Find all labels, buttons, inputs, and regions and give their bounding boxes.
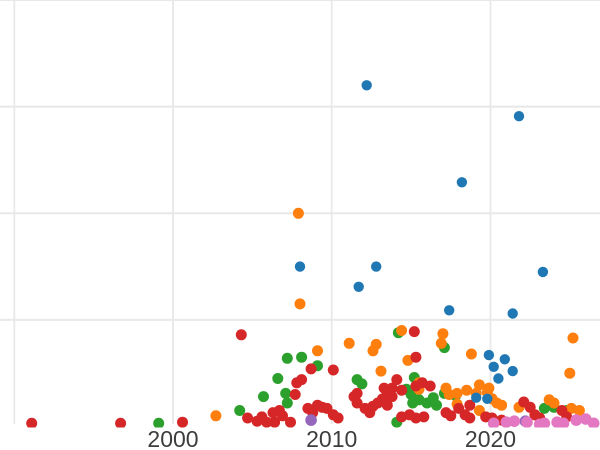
data-point bbox=[305, 363, 317, 375]
data-point bbox=[242, 412, 254, 424]
series-blue bbox=[294, 80, 549, 404]
data-point bbox=[431, 399, 442, 411]
data-point bbox=[437, 328, 449, 340]
data-point bbox=[391, 374, 403, 386]
data-point bbox=[234, 405, 246, 416]
data-point bbox=[371, 261, 382, 272]
data-point bbox=[396, 384, 408, 396]
data-point bbox=[513, 111, 525, 122]
data-point bbox=[367, 345, 379, 357]
data-point bbox=[210, 410, 222, 422]
data-point bbox=[444, 305, 455, 316]
data-point bbox=[280, 387, 292, 399]
data-point bbox=[258, 391, 269, 403]
data-point bbox=[557, 417, 570, 428]
data-point bbox=[289, 389, 301, 400]
data-point bbox=[587, 417, 600, 428]
points-layer bbox=[26, 80, 600, 428]
data-point bbox=[351, 397, 363, 409]
data-point bbox=[465, 348, 477, 360]
data-point bbox=[408, 326, 420, 338]
data-point bbox=[327, 364, 339, 376]
data-point bbox=[261, 416, 273, 428]
data-point bbox=[507, 365, 518, 377]
data-point bbox=[564, 367, 576, 379]
data-point bbox=[537, 266, 549, 278]
data-point bbox=[507, 308, 518, 319]
data-point bbox=[473, 379, 485, 391]
data-point bbox=[471, 392, 482, 403]
x-tick-label-2020: 2020 bbox=[465, 426, 516, 450]
data-point bbox=[343, 337, 355, 349]
data-point bbox=[493, 373, 504, 384]
data-point bbox=[296, 351, 308, 363]
data-point bbox=[410, 351, 422, 363]
data-point bbox=[483, 382, 495, 394]
data-point bbox=[292, 207, 304, 219]
data-point bbox=[356, 378, 368, 390]
data-point bbox=[386, 382, 398, 394]
data-point bbox=[573, 405, 585, 416]
data-point bbox=[26, 417, 38, 428]
data-point bbox=[435, 337, 447, 349]
data-point bbox=[482, 393, 493, 404]
data-point bbox=[305, 414, 317, 426]
data-point bbox=[332, 412, 344, 424]
data-point bbox=[508, 415, 521, 428]
data-point bbox=[375, 365, 387, 377]
data-point bbox=[464, 412, 476, 424]
data-point bbox=[538, 402, 550, 414]
data-point bbox=[235, 329, 247, 341]
x-tick-label-2000: 2000 bbox=[147, 426, 198, 450]
data-point bbox=[499, 354, 510, 365]
data-point bbox=[445, 410, 457, 422]
data-point bbox=[269, 416, 281, 428]
data-point bbox=[294, 261, 306, 272]
data-point bbox=[418, 411, 430, 423]
data-point bbox=[487, 417, 500, 428]
data-point bbox=[483, 349, 495, 361]
data-point bbox=[464, 399, 476, 411]
data-point bbox=[296, 374, 308, 386]
data-point bbox=[451, 387, 463, 399]
series-pink bbox=[487, 413, 600, 428]
data-point bbox=[312, 345, 323, 357]
data-point bbox=[277, 410, 288, 422]
data-point bbox=[153, 417, 165, 428]
x-tick-label-2010: 2010 bbox=[306, 426, 357, 450]
data-point bbox=[294, 298, 306, 310]
data-point bbox=[567, 332, 579, 344]
data-point bbox=[488, 361, 499, 372]
data-point bbox=[405, 389, 417, 400]
data-point bbox=[386, 391, 398, 403]
data-point bbox=[281, 352, 293, 364]
data-point bbox=[396, 325, 408, 336]
data-point bbox=[538, 417, 551, 428]
data-point bbox=[570, 414, 582, 426]
data-point bbox=[381, 399, 393, 411]
data-point bbox=[351, 387, 363, 399]
data-point bbox=[461, 384, 473, 396]
data-point bbox=[424, 380, 436, 392]
data-point bbox=[272, 373, 284, 384]
data-point bbox=[548, 397, 560, 409]
data-point bbox=[456, 177, 468, 188]
data-point bbox=[353, 281, 364, 292]
series-red bbox=[26, 326, 573, 428]
data-point bbox=[177, 416, 188, 428]
data-point bbox=[361, 80, 372, 91]
data-point bbox=[115, 417, 127, 428]
data-point bbox=[521, 416, 533, 428]
data-point bbox=[285, 416, 296, 428]
data-point bbox=[496, 399, 508, 411]
data-point bbox=[281, 397, 293, 409]
